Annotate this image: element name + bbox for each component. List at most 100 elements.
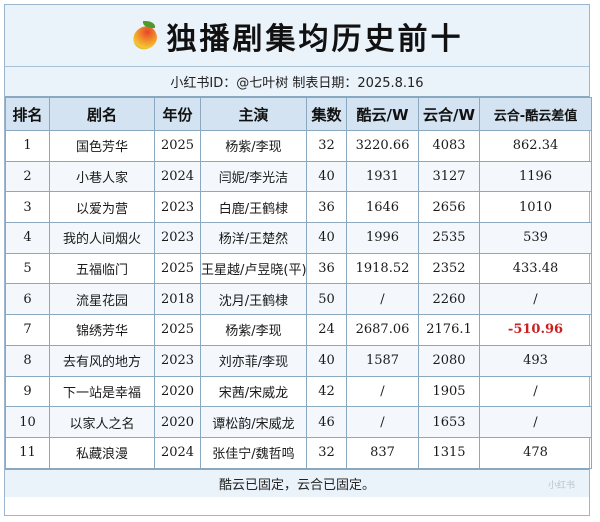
title-cell: 下一站是幸福: [49, 375, 155, 408]
year-cell: 2018: [154, 283, 201, 316]
kuyun-cell: /: [346, 283, 419, 316]
table-row: 6 流星花园 2018 沈月/王鹤棣 50/2260/: [5, 283, 592, 316]
year-cell: 2023: [154, 191, 201, 224]
episodes-cell: 32: [306, 130, 347, 162]
title-cell: 我的人间烟火: [49, 222, 155, 254]
diff-cell: -510.96: [479, 314, 592, 346]
rank-cell: 10: [5, 406, 50, 438]
cast-cell: 张佳宁/魏哲鸣: [200, 436, 307, 469]
data-table: 排名 剧名 年份 主演 集数 酷云/W 云合/W 云合-酷云差值 1 国色芳华 20…: [5, 97, 592, 469]
cast-cell: 谭松韵/宋威龙: [200, 406, 307, 438]
yunhe-cell: 1905: [418, 375, 480, 408]
mango-icon: [128, 20, 161, 53]
yunhe-cell: 1315: [418, 436, 480, 469]
kuyun-cell: 3220.66: [346, 130, 419, 162]
title-cell: 小巷人家: [49, 160, 155, 193]
yunhe-cell: 2352: [418, 252, 480, 285]
episodes-cell: 42: [306, 375, 347, 408]
year-cell: 2024: [154, 160, 201, 193]
rank-cell: 3: [5, 191, 50, 224]
diff-cell: 1196: [479, 160, 592, 193]
title-cell: 以家人之名: [49, 406, 155, 438]
diff-cell: 1010: [479, 191, 592, 224]
episodes-cell: 46: [306, 406, 347, 438]
column-header-yunhe: 云合/W: [418, 97, 480, 131]
yunhe-cell: 2260: [418, 283, 480, 316]
kuyun-cell: /: [346, 406, 419, 438]
yunhe-cell: 2176.1: [418, 314, 480, 346]
rank-cell: 1: [5, 130, 50, 162]
episodes-cell: 32: [306, 436, 347, 469]
diff-cell: 478: [479, 436, 592, 469]
rank-cell: 2: [5, 160, 50, 193]
yunhe-cell: 2080: [418, 344, 480, 377]
column-header-episodes: 集数: [306, 97, 347, 131]
table-row: 3 以爱为营 2023 白鹿/王鹤棣 36 1646 2656 1010: [5, 191, 592, 224]
episodes-cell: 24: [306, 314, 347, 346]
episodes-cell: 50: [306, 283, 347, 316]
yunhe-cell: 2656: [418, 191, 480, 224]
diff-cell: /: [479, 406, 592, 438]
table-row: 5 五福临门 2025 王星越/卢昱晓(平) 36 1918.52 2352 433.48: [5, 252, 592, 285]
rank-cell: 7: [5, 314, 50, 346]
cast-cell: 沈月/王鹤棣: [200, 283, 307, 316]
year-cell: 2024: [154, 436, 201, 469]
kuyun-cell: 2687.06: [346, 314, 419, 346]
yunhe-cell: 1653: [418, 406, 480, 438]
table-row: 1 国色芳华 2025 杨紫/李现 32 3220.66 4083 862.34: [5, 130, 592, 162]
year-cell: 2025: [154, 130, 201, 162]
cast-cell: 杨紫/李现: [200, 130, 307, 162]
diff-cell: /: [479, 375, 592, 408]
year-cell: 2020: [154, 406, 201, 438]
cast-cell: 宋茜/宋威龙: [200, 375, 307, 408]
header-row: 排名 剧名 年份 主演 集数 酷云/W 云合/W 云合-酷云差值: [5, 97, 592, 131]
episodes-cell: 40: [306, 344, 347, 377]
table-row: 8 去有风的地方 2023 刘亦菲/李现 40 1587 2080 493: [5, 344, 592, 377]
table-row: 4 我的人间烟火 2023 杨洋/王楚然 40 1996 2535 539: [5, 222, 592, 254]
title-cell: 锦绣芳华: [49, 314, 155, 346]
episodes-cell: 36: [306, 191, 347, 224]
column-header-name: 剧名: [49, 97, 155, 131]
episodes-cell: 40: [306, 222, 347, 254]
rank-cell: 8: [5, 344, 50, 377]
title-cell: 私藏浪漫: [49, 436, 155, 469]
cast-cell: 闫妮/李光洁: [200, 160, 307, 193]
cast-cell: 刘亦菲/李现: [200, 344, 307, 377]
title-cell: 国色芳华: [49, 130, 155, 162]
diff-cell: 539: [479, 222, 592, 254]
kuyun-cell: 1918.52: [346, 252, 419, 285]
year-cell: 2023: [154, 344, 201, 377]
yunhe-cell: 2535: [418, 222, 480, 254]
subtitle: 小红书ID：@七叶树 制表日期：2025.8.16: [5, 67, 589, 97]
table-row: 11 私藏浪漫 2024 张佳宁/魏哲鸣 32 837 1315 478: [5, 436, 592, 469]
title-bar: 独播剧集均历史前十: [5, 5, 589, 67]
cast-cell: 杨洋/王楚然: [200, 222, 307, 254]
year-cell: 2020: [154, 375, 201, 408]
cast-cell: 白鹿/王鹤棣: [200, 191, 307, 224]
title-cell: 去有风的地方: [49, 344, 155, 377]
watermark: 小红书: [547, 481, 575, 491]
rank-cell: 6: [5, 283, 50, 316]
yunhe-cell: 3127: [418, 160, 480, 193]
title-cell: 以爱为营: [49, 191, 155, 224]
footer-note: 酷云已固定，云合已固定。: [5, 468, 589, 497]
diff-cell: 493: [479, 344, 592, 377]
table-row: 2 小巷人家 2024 闫妮/李光洁 40 1931 3127 1196: [5, 160, 592, 193]
table-row: 9 下一站是幸福 2020 宋茜/宋威龙 42/1905/: [5, 375, 592, 408]
year-cell: 2025: [154, 252, 201, 285]
title-cell: 五福临门: [49, 252, 155, 285]
year-cell: 2023: [154, 222, 201, 254]
kuyun-cell: 1587: [346, 344, 419, 377]
title-cell: 流星花园: [49, 283, 155, 316]
cast-cell: 杨紫/李现: [200, 314, 307, 346]
episodes-cell: 40: [306, 160, 347, 193]
kuyun-cell: 1996: [346, 222, 419, 254]
table-row: 10 以家人之名 2020 谭松韵/宋威龙 46/1653/: [5, 406, 592, 438]
table-body: 1 国色芳华 2025 杨紫/李现 32 3220.66 4083 862.34 2 小巷人家 20…: [5, 130, 592, 469]
column-header-cast: 主演: [200, 97, 307, 131]
table-row: 7 锦绣芳华 2025 杨紫/李现 24 2687.06 2176.1 -510.96: [5, 314, 592, 346]
ranking-table-card: 独播剧集均历史前十 小红书ID：@七叶树 制表日期：2025.8.16 排名 剧…: [4, 4, 592, 516]
column-header-rank: 排名: [5, 97, 50, 131]
diff-cell: /: [479, 283, 592, 316]
kuyun-cell: 1646: [346, 191, 419, 224]
